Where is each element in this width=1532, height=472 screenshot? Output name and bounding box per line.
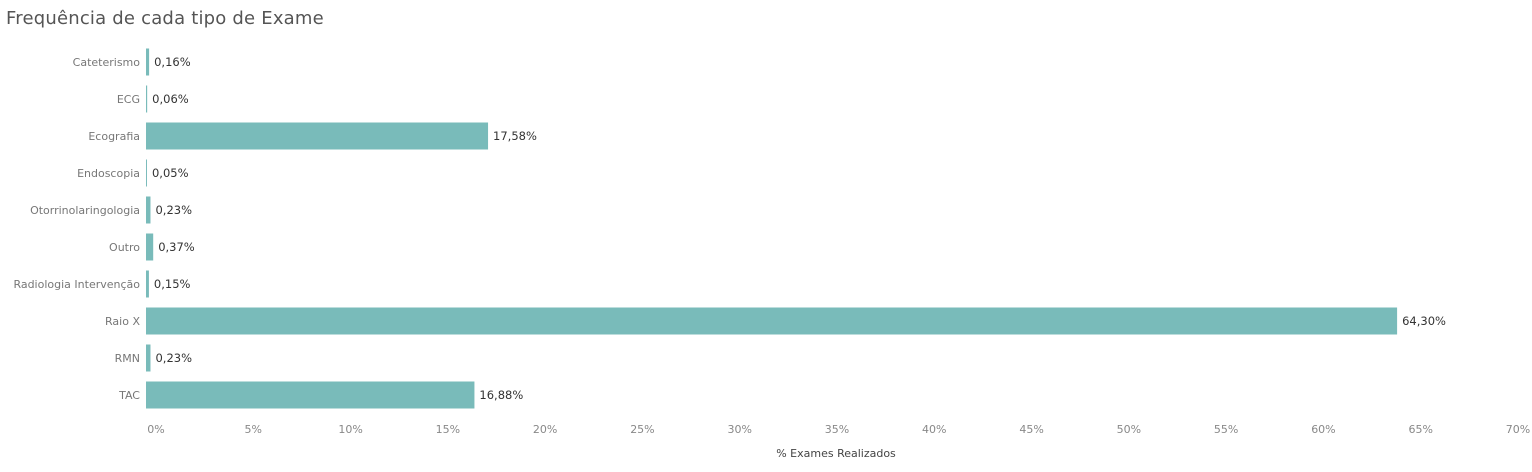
value-label-cateterismo: 0,16%: [154, 55, 191, 69]
bar-cateterismo[interactable]: [146, 48, 150, 76]
x-tick-label-50: 50%: [1117, 423, 1141, 436]
value-label-radiologia-intervencao: 0,15%: [154, 277, 191, 291]
category-label-outro: Outro: [109, 241, 140, 254]
x-tick-label-40: 40%: [922, 423, 946, 436]
value-label-rmn: 0,23%: [155, 351, 192, 365]
value-label-tac: 16,88%: [479, 388, 523, 402]
x-tick-label-15: 15%: [436, 423, 460, 436]
value-label-ecografia: 17,58%: [493, 129, 537, 143]
bar-endoscopia[interactable]: [146, 159, 147, 187]
x-axis-title: % Exames Realizados: [776, 447, 896, 460]
x-tick-label-5: 5%: [245, 423, 262, 436]
x-tick-label-30: 30%: [727, 423, 751, 436]
category-label-tac: TAC: [118, 389, 140, 402]
value-label-endoscopia: 0,05%: [152, 166, 189, 180]
bar-outro[interactable]: [146, 233, 154, 261]
bar-rmn[interactable]: [146, 344, 151, 372]
x-tick-label-70: 70%: [1506, 423, 1530, 436]
bar-ecografia[interactable]: [146, 122, 489, 150]
x-tick-label-25: 25%: [630, 423, 654, 436]
value-label-ecg: 0,06%: [152, 92, 189, 106]
x-tick-label-45: 45%: [1019, 423, 1043, 436]
x-tick-label-10: 10%: [338, 423, 362, 436]
bar-raio-x[interactable]: [146, 307, 1398, 335]
x-tick-label-65: 65%: [1408, 423, 1432, 436]
x-tick-label-20: 20%: [533, 423, 557, 436]
bar-otorrinolaringologia[interactable]: [146, 196, 151, 224]
bars-layer: [146, 48, 1398, 409]
bar-ecg[interactable]: [146, 85, 148, 113]
x-axis-ticks: 0% 5% 10% 15% 20% 25% 30% 35% 40% 45% 50% 55% 60% 65%…: [147, 423, 1530, 436]
x-tick-label-35: 35%: [825, 423, 849, 436]
x-tick-label-60: 60%: [1311, 423, 1335, 436]
value-label-outro: 0,37%: [158, 240, 195, 254]
value-label-otorrinolaringologia: 0,23%: [155, 203, 192, 217]
bar-tac[interactable]: [146, 381, 475, 409]
category-label-ecografia: Ecografia: [88, 130, 140, 143]
x-tick-label-55: 55%: [1214, 423, 1238, 436]
chart-title: Frequência de cada tipo de Exame: [6, 8, 324, 29]
category-label-cateterismo: Cateterismo: [73, 56, 141, 69]
category-label-rmn: RMN: [115, 352, 140, 365]
value-label-raio-x: 64,30%: [1402, 314, 1446, 328]
value-labels: 0,16% 0,06% 17,58% 0,05% 0,23% 0,37% 0,15% 64,3…: [152, 55, 1446, 402]
bar-radiologia-intervencao[interactable]: [146, 270, 149, 298]
category-label-otorrinolaringologia: Otorrinolaringologia: [30, 204, 140, 217]
category-label-endoscopia: Endoscopia: [77, 167, 140, 180]
x-tick-label-0: 0%: [147, 423, 164, 436]
category-label-raio-x: Raio X: [105, 315, 140, 328]
category-label-radiologia-intervencao: Radiologia Intervenção: [13, 278, 140, 291]
category-label-ecg: ECG: [117, 93, 140, 106]
category-labels: Cateterismo ECG Ecografia Endoscopia Otorrin…: [13, 56, 140, 402]
